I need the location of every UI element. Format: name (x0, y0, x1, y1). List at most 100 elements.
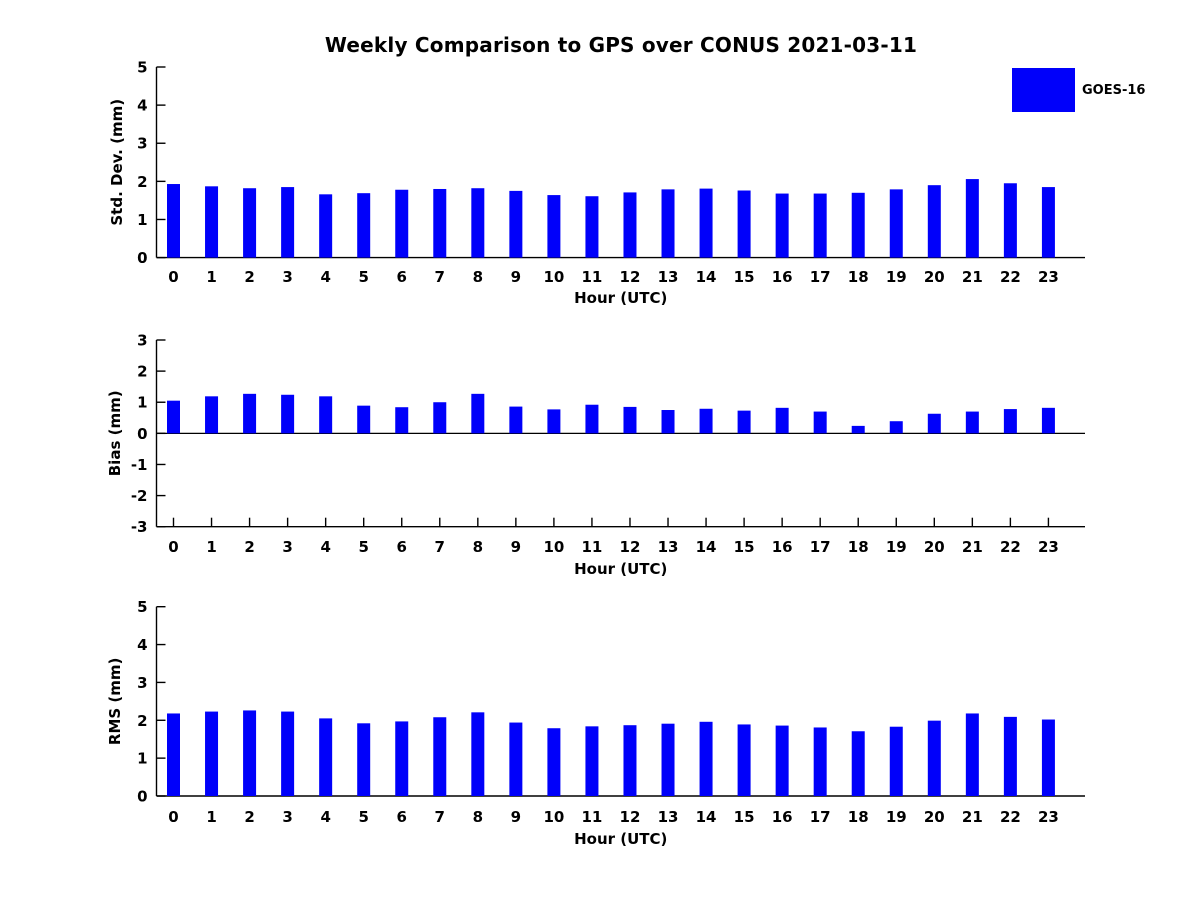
x-tick-label: 5 (358, 808, 368, 826)
x-tick-label: 0 (168, 268, 178, 286)
y-axis-title: Std. Dev. (mm) (108, 99, 126, 226)
bar-hour-5 (357, 193, 371, 258)
x-tick-label: 5 (358, 538, 368, 556)
y-tick-label: 4 (137, 636, 147, 654)
bar-hour-13 (661, 189, 675, 258)
bar-hour-5 (357, 405, 371, 434)
y-tick-label: 2 (137, 363, 147, 381)
bar-hour-20 (927, 720, 941, 796)
bar-hour-4 (319, 718, 333, 796)
bar-hour-18 (851, 192, 865, 258)
bar-hour-21 (965, 713, 979, 796)
bar-hour-2 (243, 188, 257, 258)
bar-hour-16 (775, 407, 789, 434)
x-tick-label: 21 (962, 268, 983, 286)
x-tick-label: 6 (397, 808, 407, 826)
bar-hour-1 (205, 396, 219, 434)
x-tick-label: 7 (435, 808, 445, 826)
x-tick-label: 4 (320, 808, 330, 826)
bar-hour-17 (813, 193, 827, 258)
x-tick-label: 2 (244, 268, 254, 286)
bar-hour-8 (471, 393, 485, 434)
bar-hour-6 (395, 407, 409, 434)
bar-hour-13 (661, 723, 675, 796)
bar-hour-18 (851, 731, 865, 796)
bar-hour-14 (699, 721, 713, 796)
x-tick-label: 13 (658, 538, 679, 556)
x-tick-label: 23 (1038, 808, 1059, 826)
bar-hour-22 (1003, 409, 1017, 434)
bar-hour-12 (623, 406, 637, 434)
bar-hour-1 (205, 186, 219, 258)
bar-hour-0 (167, 713, 180, 796)
y-tick-label: 2 (137, 712, 147, 730)
x-tick-label: 14 (696, 538, 717, 556)
x-tick-label: 20 (924, 538, 945, 556)
x-tick-label: 9 (511, 808, 521, 826)
x-tick-label: 9 (511, 538, 521, 556)
x-tick-label: 3 (282, 808, 292, 826)
y-tick-label: 4 (137, 97, 147, 115)
x-tick-label: 12 (620, 538, 641, 556)
y-tick-label: 5 (137, 598, 147, 616)
bar-hour-18 (851, 425, 865, 434)
y-tick-label: 3 (137, 332, 147, 350)
x-tick-label: 12 (620, 268, 641, 286)
x-tick-label: 11 (582, 268, 603, 286)
bar-hour-22 (1003, 183, 1017, 258)
x-tick-label: 1 (206, 538, 216, 556)
bar-hour-14 (699, 408, 713, 434)
x-tick-label: 16 (772, 538, 793, 556)
x-tick-label: 13 (658, 808, 679, 826)
bar-hour-21 (965, 411, 979, 434)
x-tick-label: 7 (435, 268, 445, 286)
x-tick-label: 6 (397, 538, 407, 556)
y-tick-label: 5 (137, 59, 147, 77)
bar-hour-23 (1041, 187, 1055, 258)
x-tick-label: 0 (168, 538, 178, 556)
bar-hour-9 (509, 190, 523, 258)
x-tick-label: 23 (1038, 538, 1059, 556)
x-tick-label: 8 (473, 268, 483, 286)
y-axis-title: Bias (mm) (106, 390, 124, 476)
x-tick-label: 8 (473, 808, 483, 826)
x-tick-label: 22 (1000, 268, 1021, 286)
bar-hour-19 (889, 421, 903, 434)
bar-hour-19 (889, 189, 903, 258)
bar-hour-15 (737, 190, 751, 258)
y-tick-label: 1 (137, 750, 147, 768)
y-tick-label: 3 (137, 674, 147, 692)
y-tick-label: 0 (137, 425, 147, 443)
x-tick-label: 3 (282, 268, 292, 286)
legend: GOES-16 (1012, 68, 1145, 112)
x-tick-label: 10 (543, 268, 564, 286)
bar-hour-5 (357, 723, 371, 796)
x-tick-label: 12 (620, 808, 641, 826)
bar-hour-11 (585, 404, 599, 434)
bar-hour-6 (395, 721, 409, 796)
x-tick-label: 1 (206, 268, 216, 286)
bar-hour-8 (471, 188, 485, 258)
x-tick-label: 2 (244, 808, 254, 826)
bar-hour-8 (471, 712, 485, 796)
x-tick-label: 8 (473, 538, 483, 556)
y-tick-label: 3 (137, 135, 147, 153)
y-tick-label: -3 (131, 518, 148, 536)
x-tick-label: 14 (696, 268, 717, 286)
legend-swatch-goes16 (1012, 68, 1075, 112)
x-tick-label: 10 (543, 538, 564, 556)
bar-hour-11 (585, 196, 599, 258)
x-tick-label: 4 (320, 268, 330, 286)
x-tick-label: 11 (582, 808, 603, 826)
bar-hour-22 (1003, 716, 1017, 796)
chart-title: Weekly Comparison to GPS over CONUS 2021… (324, 33, 918, 57)
y-tick-label: 0 (137, 249, 147, 267)
x-tick-label: 2 (244, 538, 254, 556)
x-tick-label: 18 (848, 808, 869, 826)
x-tick-label: 18 (848, 538, 869, 556)
x-tick-label: 17 (810, 808, 831, 826)
